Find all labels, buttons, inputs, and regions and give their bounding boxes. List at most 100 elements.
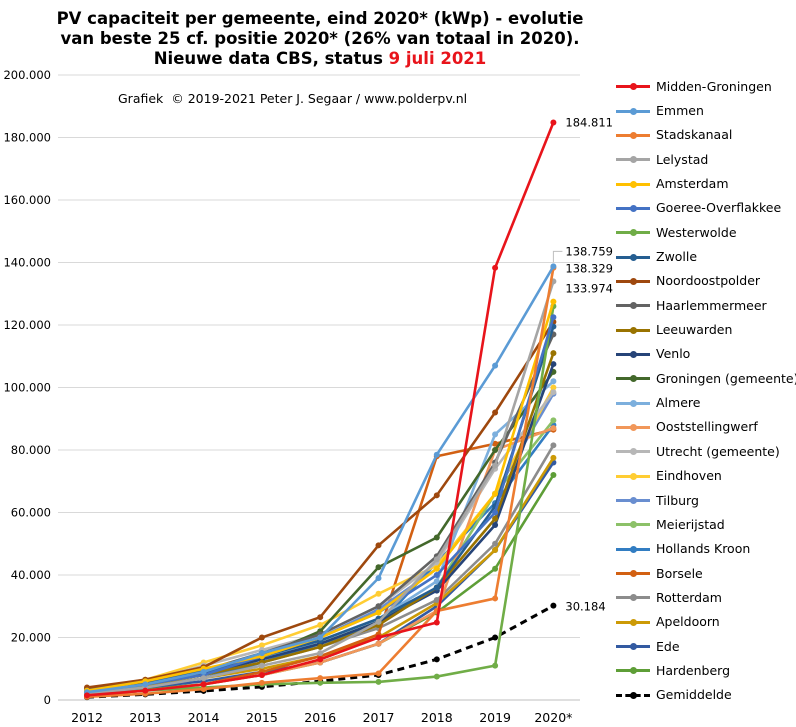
legend-swatch (616, 469, 650, 483)
chart-title-line-3: Nieuwe data CBS, status 9 juli 2021 (0, 49, 640, 69)
data-point (492, 447, 499, 453)
data-point (433, 597, 440, 603)
x-tick-label: 2014 (188, 710, 220, 725)
legend-item: Eindhoven (616, 464, 796, 488)
data-point (433, 572, 440, 578)
data-point (375, 575, 382, 582)
data-point (433, 534, 440, 541)
legend-item: Emmen (616, 98, 796, 122)
legend-label: Noordoostpolder (656, 273, 761, 289)
y-tick-label: 160.000 (3, 193, 51, 207)
data-point (550, 389, 557, 396)
legend-swatch (616, 615, 650, 629)
data-point (433, 656, 440, 663)
legend-swatch (616, 177, 650, 191)
y-tick-label: 120.000 (3, 318, 51, 332)
legend-label: Utrecht (gemeente) (656, 443, 780, 459)
series-venlo (84, 361, 557, 694)
data-point (550, 263, 557, 270)
legend-item: Haarlemmermeer (616, 293, 796, 317)
legend-item: Ede (616, 634, 796, 658)
data-point (258, 634, 265, 641)
legend-swatch (616, 493, 650, 507)
data-point (375, 564, 382, 571)
data-point (375, 618, 382, 625)
data-point (317, 679, 324, 686)
data-point (492, 634, 499, 641)
legend-item: Hollands Kroon (616, 537, 796, 561)
data-point (550, 454, 557, 461)
y-tick-label: 20.000 (11, 631, 51, 645)
data-label: 138.759 (565, 244, 613, 258)
data-point (492, 547, 499, 553)
y-tick-label: 60.000 (11, 506, 51, 520)
legend-label: Hollands Kroon (656, 541, 751, 557)
data-point (317, 622, 324, 628)
legend-label: Midden-Groningen (656, 78, 772, 94)
data-point (550, 472, 557, 478)
legend-item: Lelystad (616, 147, 796, 171)
data-point (375, 670, 382, 677)
data-point (317, 643, 324, 650)
data-point (433, 565, 440, 572)
x-tick-label: 2015 (246, 710, 278, 725)
legend-label: Meierijstad (656, 516, 725, 532)
data-point (492, 462, 499, 469)
legend-label: Almere (656, 395, 701, 411)
x-tick-label: 2020* (534, 710, 572, 725)
legend-item: Apeldoorn (616, 610, 796, 634)
legend-item: Utrecht (gemeente) (616, 439, 796, 463)
data-point (550, 417, 557, 424)
legend-label: Amsterdam (656, 176, 729, 192)
series-line (86, 121, 555, 697)
legend-label: Ooststellingwerf (656, 419, 758, 435)
legend-item: Stadskanaal (616, 123, 796, 147)
data-point (375, 603, 382, 610)
data-point (550, 298, 557, 305)
legend-label: Haarlemmermeer (656, 297, 767, 313)
data-point (433, 619, 440, 626)
legend-label: Groningen (gemeente) (656, 370, 796, 386)
data-point (550, 119, 557, 126)
legend-item: Meierijstad (616, 512, 796, 536)
data-point (492, 565, 499, 572)
chart-title: PV capaciteit per gemeente, eind 2020* (… (0, 9, 640, 69)
data-point (142, 687, 149, 694)
legend-label: Apeldoorn (656, 614, 720, 630)
legend-swatch (616, 542, 650, 556)
y-tick-label: 200.000 (3, 68, 51, 82)
legend-swatch (616, 201, 650, 215)
legend-label: Rotterdam (656, 589, 722, 605)
y-tick-label: 100.000 (3, 381, 51, 395)
legend-item: Borsele (616, 561, 796, 585)
data-label: 133.974 (565, 281, 613, 295)
data-point (258, 662, 265, 669)
legend-swatch (616, 444, 650, 458)
x-tick-label: 2013 (129, 710, 161, 725)
data-point (492, 431, 499, 438)
legend-swatch (616, 517, 650, 531)
data-point (492, 264, 499, 271)
data-point (142, 681, 149, 688)
annotation-leader (552, 250, 563, 263)
legend-label: Borsele (656, 565, 703, 581)
data-point (433, 451, 440, 458)
x-tick-label: 2012 (71, 710, 103, 725)
data-point (200, 686, 207, 693)
chart-legend: Midden-Groningen Emmen Stadskanaal Lelystad… (616, 74, 796, 707)
data-point (84, 692, 90, 699)
legend-swatch (616, 152, 650, 166)
data-point (375, 640, 382, 647)
data-point (492, 540, 499, 547)
data-point (550, 425, 557, 432)
data-point (550, 442, 557, 449)
legend-item: Venlo (616, 342, 796, 366)
legend-item: Gemiddelde (616, 683, 796, 707)
data-point (317, 650, 324, 657)
legend-label: Leeuwarden (656, 322, 733, 338)
legend-item: Rotterdam (616, 585, 796, 609)
legend-label: Zwolle (656, 249, 698, 265)
legend-label: Ede (656, 638, 680, 654)
x-tick-label: 2016 (304, 710, 336, 725)
legend-swatch (616, 104, 650, 118)
